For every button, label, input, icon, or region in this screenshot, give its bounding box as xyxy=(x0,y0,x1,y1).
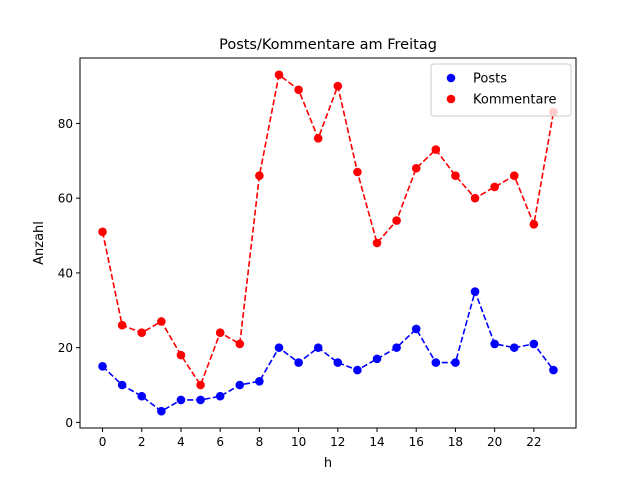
data-point-posts xyxy=(431,358,441,367)
data-point-kommentare xyxy=(470,193,480,203)
legend-label-kommentare: Kommentare xyxy=(473,93,557,108)
data-point-posts xyxy=(509,343,519,352)
data-point-kommentare xyxy=(215,328,225,337)
data-point-posts xyxy=(98,362,107,371)
data-point-posts xyxy=(196,395,205,405)
x-tick-label: 4 xyxy=(177,435,185,449)
data-point-posts xyxy=(235,380,245,390)
data-point-kommentare xyxy=(451,171,460,181)
data-point-posts xyxy=(333,358,343,367)
x-tick-label: 6 xyxy=(216,435,224,449)
data-point-kommentare xyxy=(431,145,441,154)
x-tick-label: 18 xyxy=(448,435,463,449)
data-point-kommentare xyxy=(372,238,382,248)
series-posts xyxy=(98,287,558,416)
data-point-kommentare xyxy=(255,171,264,181)
data-point-posts xyxy=(313,343,323,352)
data-point-posts xyxy=(451,358,460,367)
chart-title: Posts/Kommentare am Freitag xyxy=(219,37,437,53)
data-point-kommentare xyxy=(411,163,421,173)
legend-marker-posts xyxy=(446,73,456,83)
data-point-kommentare xyxy=(509,171,519,181)
data-point-posts xyxy=(529,339,539,349)
x-axis-label: h xyxy=(324,456,332,471)
data-point-posts xyxy=(549,365,558,375)
data-point-posts xyxy=(117,380,127,390)
series-line-kommentare xyxy=(101,73,555,387)
data-point-kommentare xyxy=(294,85,303,95)
data-point-posts xyxy=(353,365,362,375)
x-tick-label: 8 xyxy=(256,435,264,449)
data-point-kommentare xyxy=(490,182,499,192)
y-tick-label: 40 xyxy=(58,266,73,280)
y-tick-label: 60 xyxy=(58,192,73,206)
data-point-posts xyxy=(294,358,303,367)
data-point-kommentare xyxy=(157,317,166,326)
data-point-posts xyxy=(176,395,186,405)
data-point-kommentare xyxy=(196,380,205,390)
legend-box xyxy=(430,63,572,117)
data-point-kommentare xyxy=(392,216,401,225)
data-point-posts xyxy=(274,343,284,352)
x-axis: 0 2 4 6 8 10 12 14 16 18 20 22 xyxy=(99,428,541,449)
chart-marks xyxy=(98,70,558,416)
data-point-posts xyxy=(490,339,499,349)
data-point-kommentare xyxy=(137,328,147,337)
x-tick-label: 14 xyxy=(369,435,384,449)
data-point-posts xyxy=(392,343,401,352)
data-point-posts xyxy=(215,391,225,401)
data-point-kommentare xyxy=(529,220,539,229)
y-axis-label: Anzahl xyxy=(32,221,47,265)
data-point-posts xyxy=(137,391,147,401)
plot-frame xyxy=(79,57,577,429)
y-tick-label: 0 xyxy=(65,416,73,430)
y-tick-label: 80 xyxy=(58,117,73,131)
data-point-kommentare xyxy=(98,227,107,237)
data-point-posts xyxy=(255,376,264,386)
data-point-kommentare xyxy=(117,320,127,330)
data-point-kommentare xyxy=(274,70,284,80)
data-point-kommentare xyxy=(313,134,323,143)
x-tick-label: 10 xyxy=(291,435,306,449)
legend: Posts Kommentare xyxy=(430,63,572,117)
legend-label-posts: Posts xyxy=(473,72,507,87)
legend-marker-kommentare xyxy=(446,94,456,104)
x-tick-label: 22 xyxy=(526,435,541,449)
data-point-kommentare xyxy=(333,81,343,91)
data-point-kommentare xyxy=(176,350,186,360)
series-kommentare xyxy=(98,70,558,390)
data-point-kommentare xyxy=(235,339,245,349)
y-axis: 0 20 40 60 80 xyxy=(58,117,80,430)
x-tick-label: 2 xyxy=(138,435,146,449)
y-tick-label: 20 xyxy=(58,341,73,355)
data-point-posts xyxy=(470,287,480,296)
x-tick-label: 20 xyxy=(487,435,502,449)
series-line-posts xyxy=(101,288,555,413)
data-point-kommentare xyxy=(353,167,362,177)
data-point-posts xyxy=(411,324,421,334)
x-tick-label: 0 xyxy=(99,435,107,449)
data-point-posts xyxy=(372,354,382,364)
x-tick-label: 12 xyxy=(330,435,345,449)
x-tick-label: 16 xyxy=(409,435,424,449)
data-point-posts xyxy=(157,406,166,416)
